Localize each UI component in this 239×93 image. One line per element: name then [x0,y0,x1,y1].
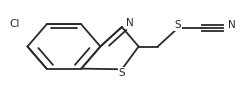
Text: Cl: Cl [9,19,20,29]
Text: S: S [119,68,125,78]
Text: S: S [175,20,181,30]
Text: N: N [228,20,235,30]
Text: N: N [126,18,134,28]
